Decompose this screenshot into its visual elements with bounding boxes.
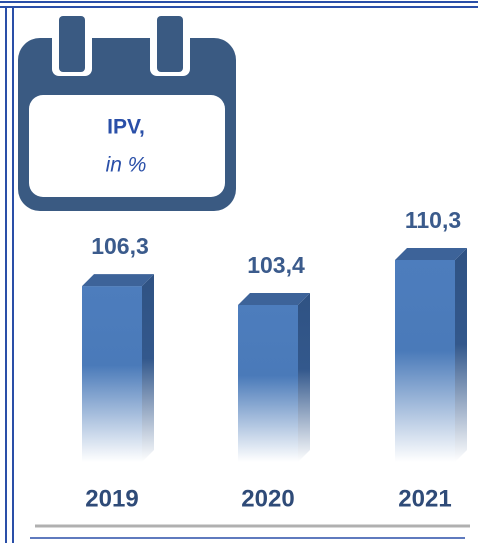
bar (395, 260, 455, 462)
value-label: 110,3 (405, 207, 461, 233)
x-tick-label: 2019 (85, 485, 138, 512)
chart-title: IPV, (107, 116, 145, 139)
x-tick-label: 2021 (398, 485, 451, 512)
x-tick-label: 2020 (241, 485, 294, 512)
value-label: 103,4 (247, 252, 305, 278)
chart-subtitle: in % (106, 154, 147, 177)
value-label: 106,3 (91, 233, 149, 259)
bar-side (455, 248, 467, 462)
bar-top (238, 293, 310, 305)
bar-top (395, 248, 467, 260)
bar-side (142, 274, 154, 462)
calendar-icon (18, 10, 236, 211)
bar-side (298, 293, 310, 462)
bar-top (82, 274, 154, 287)
bar (82, 286, 142, 462)
bar (238, 305, 298, 462)
